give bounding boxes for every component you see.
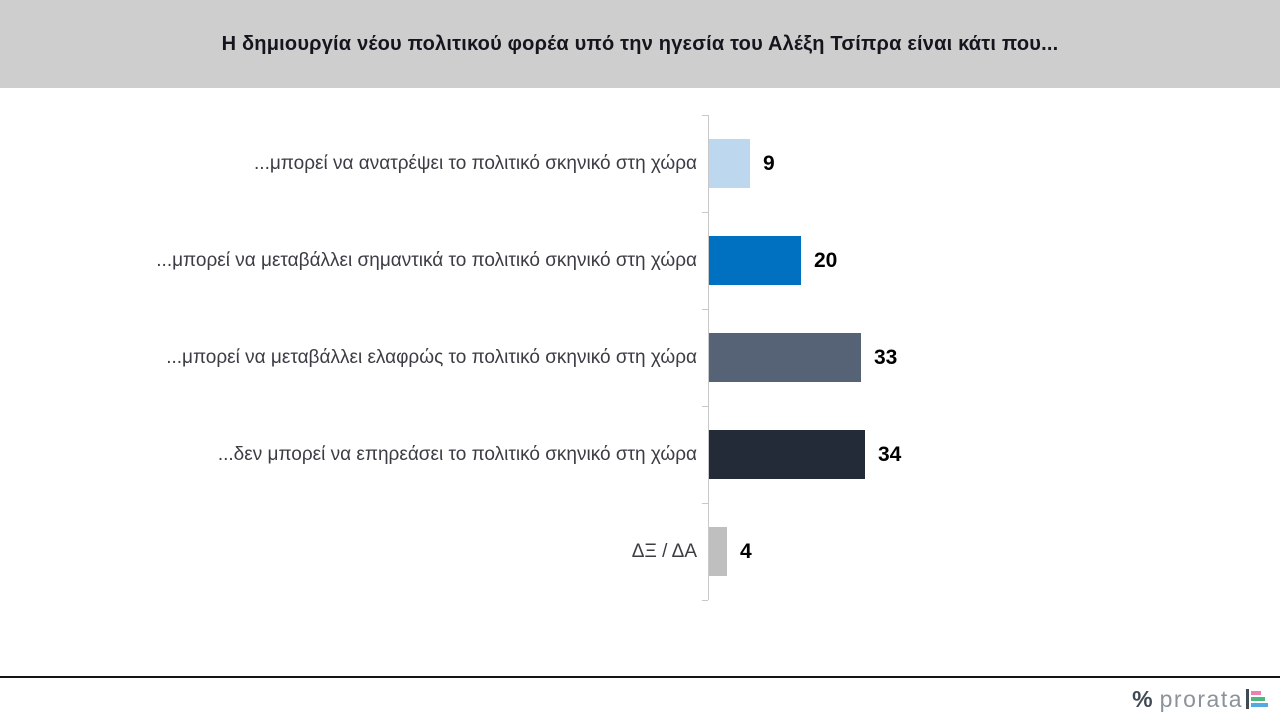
bar-value-label: 9: [763, 151, 775, 175]
chart-title: Η δημιουργία νέου πολιτικού φορέα υπό τη…: [221, 32, 1059, 55]
bar-segment: [709, 430, 865, 479]
chart-row: ...μπορεί να μεταβάλλει σημαντικά το πολ…: [0, 212, 1280, 309]
bar-value-label: 4: [740, 539, 752, 563]
axis-tick: [702, 600, 708, 601]
footer-divider: [0, 676, 1280, 678]
prorata-logo: % prorata: [1132, 684, 1268, 714]
bar-segment: [709, 236, 801, 285]
chart-row: ...δεν μπορεί να επηρεάσει το πολιτικό σ…: [0, 406, 1280, 503]
category-label: ΔΞ / ΔΑ: [631, 540, 697, 562]
logo-bar-pink: [1251, 691, 1261, 695]
bar-chart: ...μπορεί να ανατρέψει το πολιτικό σκηνι…: [0, 115, 1280, 601]
bar-segment: [709, 527, 727, 576]
category-label: ...μπορεί να ανατρέψει το πολιτικό σκηνι…: [254, 152, 697, 174]
bar-value-label: 33: [874, 345, 898, 369]
logo-text: prorata: [1159, 685, 1243, 712]
axis-tick: [702, 115, 708, 116]
chart-row: ΔΞ / ΔΑ 4: [0, 503, 1280, 600]
axis-tick: [702, 309, 708, 310]
category-label: ...μπορεί να μεταβάλλει σημαντικά το πολ…: [156, 249, 697, 271]
category-axis: [708, 115, 709, 600]
logo-bar-blue: [1251, 703, 1268, 707]
logo-divider-bar: [1246, 689, 1249, 709]
percent-icon: %: [1132, 685, 1153, 712]
title-bar: Η δημιουργία νέου πολιτικού φορέα υπό τη…: [0, 0, 1280, 88]
chart-row: ...μπορεί να μεταβάλλει ελαφρώς το πολιτ…: [0, 309, 1280, 406]
category-label: ...δεν μπορεί να επηρεάσει το πολιτικό σ…: [217, 443, 697, 465]
axis-tick: [702, 406, 708, 407]
bar-segment: [709, 333, 861, 382]
axis-tick: [702, 212, 708, 213]
chart-row: ...μπορεί να ανατρέψει το πολιτικό σκηνι…: [0, 115, 1280, 212]
bar-segment: [709, 139, 750, 188]
logo-bar-green: [1251, 697, 1265, 701]
logo-bars-icon: [1251, 691, 1268, 707]
bar-value-label: 20: [814, 248, 838, 272]
bar-value-label: 34: [878, 442, 902, 466]
axis-tick: [702, 503, 708, 504]
category-label: ...μπορεί να μεταβάλλει ελαφρώς το πολιτ…: [166, 346, 697, 368]
